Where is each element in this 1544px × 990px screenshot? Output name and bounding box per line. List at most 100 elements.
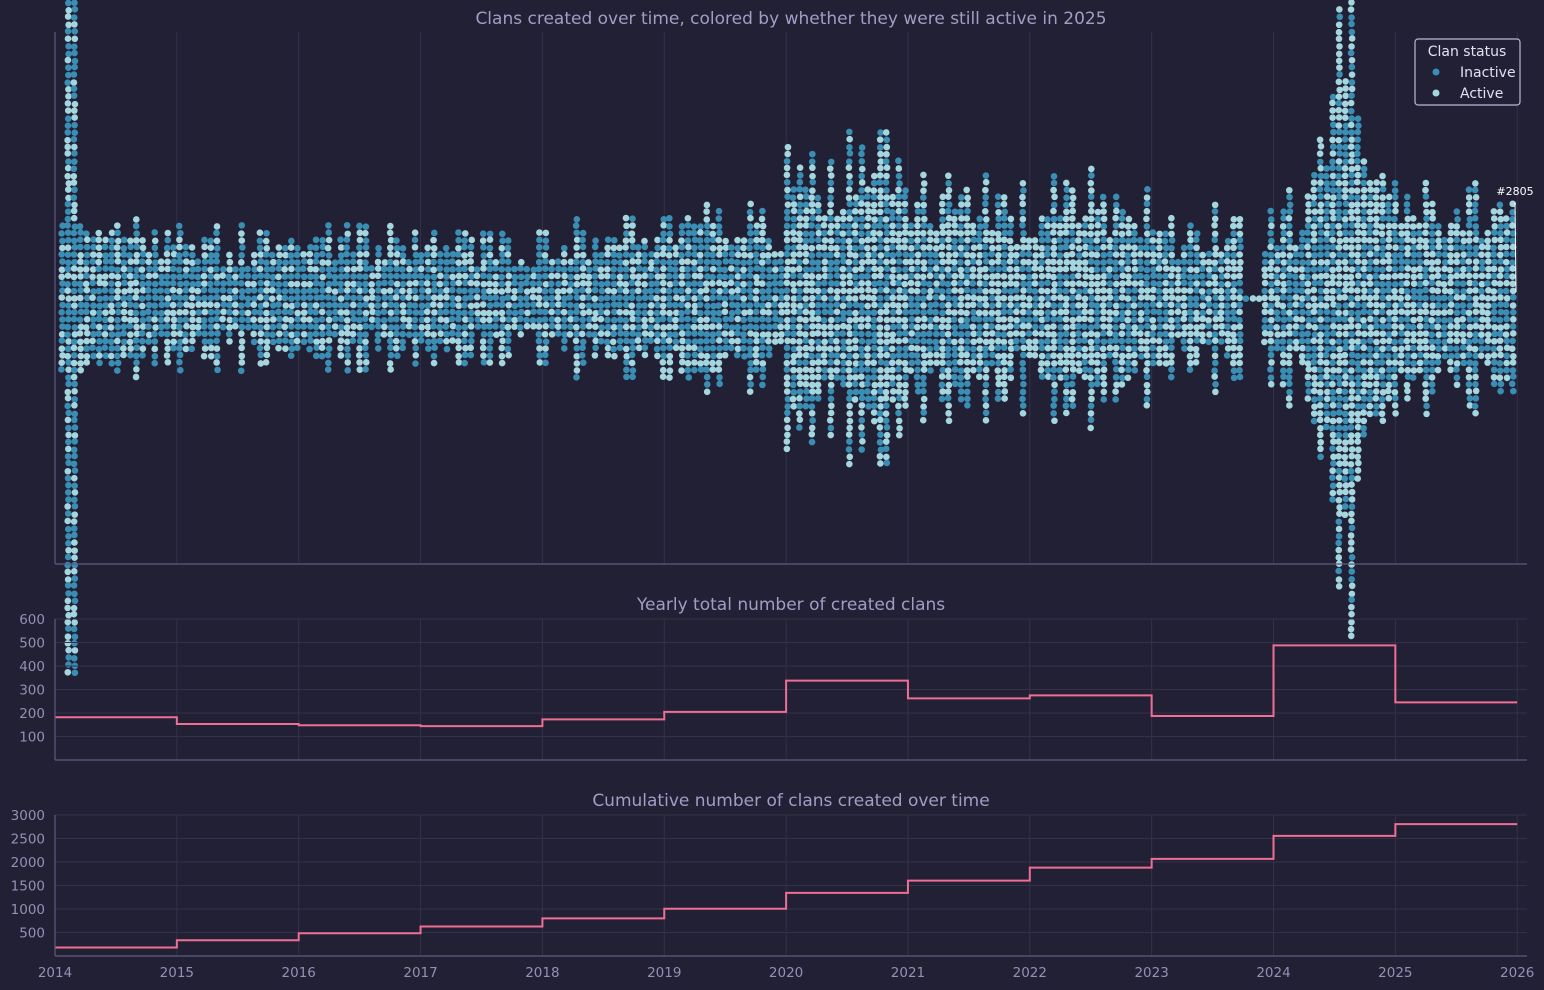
point-inactive bbox=[393, 330, 400, 338]
point-active bbox=[1050, 309, 1058, 317]
point-inactive bbox=[567, 273, 575, 281]
point-active bbox=[1286, 402, 1293, 409]
point-inactive bbox=[1348, 568, 1356, 575]
point-active bbox=[1355, 329, 1362, 337]
point-inactive bbox=[331, 315, 339, 323]
point-active bbox=[876, 452, 884, 460]
point-inactive bbox=[790, 215, 798, 223]
point-active bbox=[877, 403, 885, 410]
point-inactive bbox=[374, 322, 382, 330]
point-active bbox=[809, 315, 816, 323]
point-inactive bbox=[523, 301, 531, 309]
point-active bbox=[1335, 583, 1343, 590]
point-active bbox=[1218, 322, 1226, 330]
point-active bbox=[1217, 309, 1225, 316]
point-inactive bbox=[982, 280, 989, 288]
point-inactive bbox=[362, 352, 370, 359]
point-inactive bbox=[1329, 388, 1337, 396]
point-active bbox=[889, 388, 897, 395]
point-inactive bbox=[765, 287, 772, 295]
point-active bbox=[821, 294, 828, 302]
point-active bbox=[467, 323, 475, 330]
point-active bbox=[858, 237, 866, 245]
point-inactive bbox=[1100, 223, 1108, 230]
point-active bbox=[902, 222, 909, 230]
point-inactive bbox=[90, 302, 97, 309]
point-inactive bbox=[876, 410, 884, 417]
point-inactive bbox=[808, 252, 816, 259]
point-active bbox=[691, 308, 698, 316]
point-active bbox=[834, 222, 841, 230]
point-inactive bbox=[1329, 222, 1337, 230]
point-inactive bbox=[740, 337, 748, 344]
point-inactive bbox=[1206, 272, 1213, 280]
point-inactive bbox=[1130, 316, 1138, 324]
point-active bbox=[1267, 265, 1274, 272]
point-inactive bbox=[1372, 250, 1380, 258]
point-inactive bbox=[617, 330, 624, 337]
point-inactive bbox=[567, 309, 574, 316]
point-inactive bbox=[1366, 265, 1373, 273]
point-inactive bbox=[858, 366, 865, 374]
point-inactive bbox=[926, 308, 934, 316]
point-inactive bbox=[1044, 338, 1051, 345]
point-inactive bbox=[263, 272, 271, 280]
point-active bbox=[200, 272, 208, 280]
point-active bbox=[1299, 273, 1306, 281]
point-active bbox=[1119, 287, 1126, 294]
point-inactive bbox=[59, 301, 66, 309]
point-active bbox=[1199, 302, 1207, 309]
point-inactive bbox=[988, 315, 995, 323]
point-active bbox=[882, 394, 890, 402]
point-inactive bbox=[90, 236, 97, 244]
point-inactive bbox=[548, 316, 556, 323]
point-active bbox=[535, 286, 543, 294]
point-active bbox=[877, 193, 884, 201]
point-active bbox=[1354, 438, 1362, 445]
point-active bbox=[1348, 338, 1356, 345]
point-inactive bbox=[58, 309, 65, 316]
point-inactive bbox=[951, 351, 959, 359]
point-active bbox=[1038, 302, 1045, 309]
point-inactive bbox=[598, 324, 606, 331]
point-inactive bbox=[324, 351, 332, 359]
point-active bbox=[169, 309, 177, 317]
point-active bbox=[356, 258, 364, 266]
point-inactive bbox=[914, 366, 921, 374]
point-active bbox=[1348, 0, 1355, 6]
point-inactive bbox=[319, 243, 327, 251]
point-inactive bbox=[65, 459, 72, 467]
point-inactive bbox=[1224, 294, 1232, 302]
point-active bbox=[1062, 366, 1070, 373]
point-inactive bbox=[733, 259, 741, 266]
point-inactive bbox=[895, 215, 903, 222]
point-inactive bbox=[963, 345, 971, 352]
point-inactive bbox=[914, 381, 922, 389]
point-active bbox=[1199, 259, 1207, 266]
point-active bbox=[499, 316, 507, 323]
point-active bbox=[920, 395, 928, 403]
point-inactive bbox=[616, 294, 623, 302]
point-active bbox=[1379, 389, 1387, 396]
point-active bbox=[647, 330, 655, 338]
point-inactive bbox=[145, 301, 153, 309]
point-active bbox=[1367, 186, 1374, 193]
point-active bbox=[988, 229, 996, 237]
point-inactive bbox=[287, 273, 295, 280]
point-active bbox=[1341, 351, 1349, 359]
point-active bbox=[994, 280, 1002, 288]
point-inactive bbox=[374, 295, 382, 302]
point-active bbox=[1378, 208, 1386, 215]
point-active bbox=[1236, 323, 1244, 330]
point-active bbox=[1162, 323, 1170, 330]
point-inactive bbox=[76, 280, 84, 288]
point-active bbox=[938, 243, 946, 251]
point-active bbox=[660, 244, 667, 252]
point-active bbox=[511, 287, 519, 295]
point-active bbox=[170, 323, 178, 330]
point-active bbox=[889, 374, 896, 382]
point-inactive bbox=[504, 258, 512, 265]
point-inactive bbox=[121, 272, 128, 280]
point-active bbox=[603, 272, 611, 280]
point-active bbox=[827, 222, 835, 230]
